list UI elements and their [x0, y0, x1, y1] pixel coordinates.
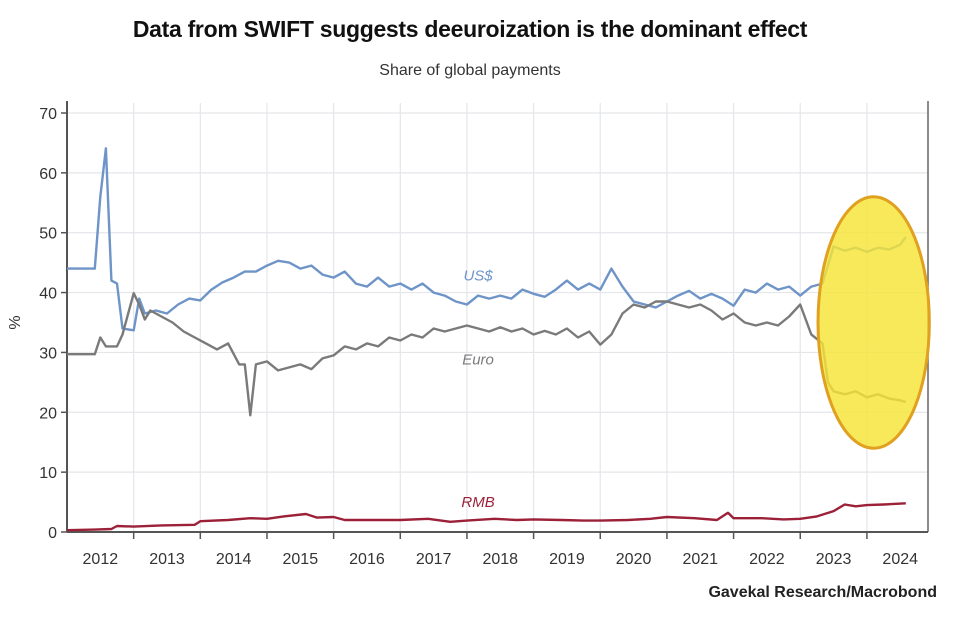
- series-lines: [66, 147, 907, 532]
- x-tick-label: 2015: [283, 551, 319, 568]
- labels: US$ Euro RMB: [461, 268, 494, 511]
- y-tick-label: 50: [39, 226, 57, 243]
- series-line-euro: [67, 292, 907, 417]
- y-tick-label: 10: [39, 465, 57, 482]
- highlight-layer: [816, 195, 931, 450]
- grid: [67, 103, 928, 532]
- x-tick-label: 2018: [482, 551, 518, 568]
- chart-title: Data from SWIFT suggests deeuroization i…: [132, 16, 808, 42]
- y-tick-label: 30: [39, 345, 57, 362]
- y-tick-label: 60: [39, 166, 57, 183]
- series-line-us: [67, 147, 907, 332]
- source-note: Gavekal Research/Macrobond: [708, 584, 937, 601]
- y-tick-label: 20: [39, 405, 57, 422]
- series-label: US$: [463, 268, 493, 285]
- x-tick-label: 2021: [682, 551, 718, 568]
- y-tick-label: 0: [48, 525, 57, 542]
- series-line-rmb: [66, 502, 906, 532]
- x-tick-label: 2023: [816, 551, 852, 568]
- x-tick-label: 2017: [416, 551, 452, 568]
- x-tick-label: 2016: [349, 551, 385, 568]
- x-tick-label: 2014: [216, 551, 252, 568]
- x-tick-label: 2019: [549, 551, 585, 568]
- series-label: Euro: [462, 351, 494, 368]
- chart-subtitle: Share of global payments: [379, 62, 561, 79]
- x-tick-label: 2013: [149, 551, 185, 568]
- axes: 0 10 20 30 40 50 60 70 2012 2013 2014 2015 2016 2017 2…: [7, 101, 929, 568]
- highlight-ellipse: [816, 195, 931, 450]
- x-tick-label: 2012: [83, 551, 119, 568]
- x-tick-label: 2024: [882, 551, 918, 568]
- y-axis-label: %: [7, 315, 24, 329]
- series-label: RMB: [461, 494, 494, 511]
- x-tick-label: 2022: [749, 551, 785, 568]
- y-tick-label: 40: [39, 286, 57, 303]
- x-tick-label: 2020: [616, 551, 652, 568]
- y-tick-label: 70: [39, 106, 57, 123]
